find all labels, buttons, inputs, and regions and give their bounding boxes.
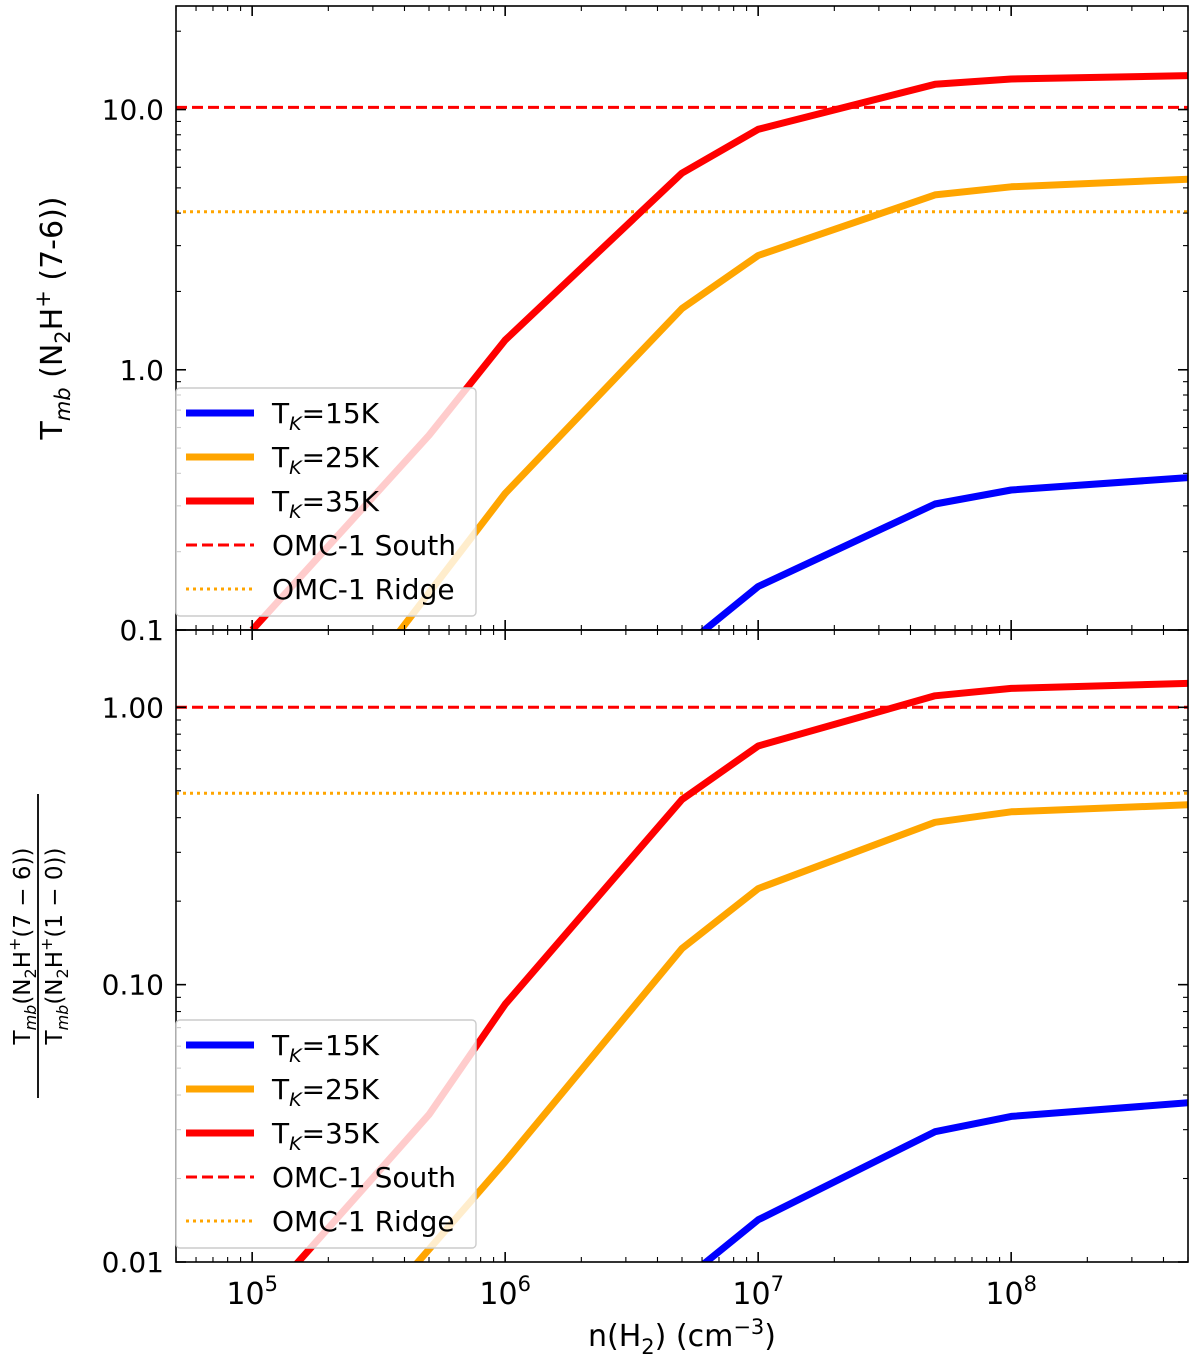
bottom-y-label-denominator: Tmb(N2H+(1 − 0)): [37, 848, 72, 1046]
top-legend-label-25k: TK=25K: [271, 441, 380, 479]
top-series-line-25k: [396, 175, 1188, 630]
top-legend-label-15k: TK=15K: [271, 397, 380, 435]
x-tick-label: 105: [226, 1272, 278, 1312]
bottom-plot-frame: [175, 629, 1189, 1263]
top-legend-box: [175, 387, 477, 617]
top-panel: 0.1 1.0 10.0 Tmb (N2H+ (7-6)) TK=15K TK=25…: [31, 5, 1189, 647]
bottom-legend-label-25k: TK=25K: [271, 1073, 380, 1111]
top-legend-label-ridge: OMC-1 Ridge: [272, 573, 455, 606]
x-tick-label: 107: [732, 1272, 784, 1312]
top-series-line-15k: [699, 474, 1188, 630]
bottom-legend-box: [175, 1019, 477, 1249]
top-y-tick-label: 1.0: [119, 354, 164, 387]
top-y-tick-label: 0.1: [119, 614, 164, 647]
bottom-panel: 0.01 0.10 1.00 105 106 107 108 Tmb(N2H+(7 − 6…: [5, 629, 1189, 1359]
bottom-legend-label-south: OMC-1 South: [272, 1161, 456, 1194]
bottom-y-axis-label: Tmb(N2H+(7 − 6)) Tmb(N2H+(1 − 0)): [5, 794, 72, 1098]
bottom-series-line-25k: [413, 801, 1188, 1262]
x-axis-label: n(H2) (cm−3): [588, 1315, 776, 1359]
top-y-tick-label: 10.0: [102, 94, 164, 127]
top-y-axis-label: Tmb (N2H+ (7-6)): [31, 196, 75, 440]
bottom-legend-label-15k: TK=15K: [271, 1029, 380, 1067]
bottom-y-tick-label: 0.01: [102, 1246, 164, 1279]
bottom-series-line-15k: [700, 1099, 1188, 1262]
top-legend-label-south: OMC-1 South: [272, 529, 456, 562]
top-legend-label-35k: TK=35K: [271, 485, 380, 523]
bottom-legend-label-ridge: OMC-1 Ridge: [272, 1205, 455, 1238]
bottom-legend-label-35k: TK=35K: [271, 1117, 380, 1155]
top-legend: TK=15K TK=25K TK=35K OMC-1 South OMC-1 R…: [175, 387, 477, 617]
bottom-y-tick-label: 0.10: [102, 969, 164, 1002]
bottom-y-tick-label: 1.00: [102, 691, 164, 724]
x-tick-label: 108: [985, 1272, 1037, 1312]
bottom-legend: TK=15K TK=25K TK=35K OMC-1 South OMC-1 R…: [175, 1019, 477, 1249]
x-tick-label: 106: [479, 1272, 531, 1312]
bottom-y-label-numerator: Tmb(N2H+(7 − 6)): [5, 848, 40, 1046]
